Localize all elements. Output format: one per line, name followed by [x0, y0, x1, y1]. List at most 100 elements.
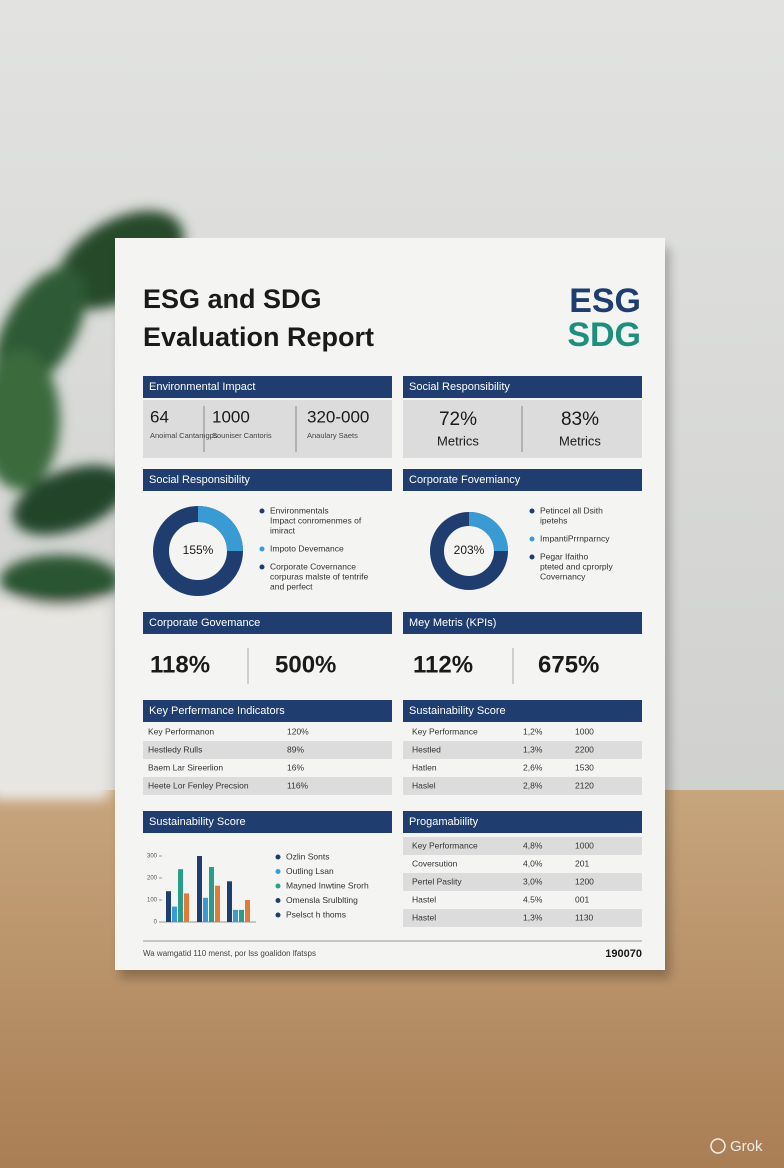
panel-title: Corporate Govemance	[149, 617, 260, 629]
bar	[203, 897, 208, 922]
table-cell: Key Performanon	[148, 726, 214, 736]
table-cell: Coversution	[412, 858, 458, 868]
panel-header	[143, 700, 392, 722]
table-cell: 1130	[575, 912, 594, 922]
panel-header	[403, 612, 642, 634]
bar	[239, 909, 244, 922]
panel-header	[143, 612, 392, 634]
table-cell: Key Performance	[412, 840, 478, 850]
y-tick-label: 0	[154, 920, 158, 926]
table-cell: Hestled	[412, 744, 441, 754]
stat-value: 64	[150, 407, 169, 426]
table-cell: 2120	[575, 780, 594, 790]
panel-title: Social Responsibility	[149, 474, 250, 486]
bar	[184, 893, 189, 922]
panel-title: Sustainability Score	[149, 816, 246, 828]
stat-value: 1000	[212, 407, 250, 426]
report-title: ESG and SDG	[143, 284, 322, 314]
table-cell: 89%	[287, 744, 304, 754]
bar	[245, 900, 250, 922]
table-cell: 201	[575, 858, 589, 868]
legend-text: ipetehs	[540, 515, 567, 525]
plant	[0, 210, 184, 800]
table-row	[403, 723, 642, 741]
panel-header	[403, 469, 642, 491]
table-cell: 1,3%	[523, 744, 543, 754]
y-tick-label: 300	[147, 854, 158, 860]
table-cell: 1530	[575, 762, 594, 772]
stat-label: Anoimal Cantamgps	[150, 431, 218, 440]
legend-bullet	[259, 508, 265, 514]
table-row	[143, 777, 392, 795]
table-cell: 1200	[575, 876, 594, 886]
legend-text: Pegar Ifaitho	[540, 551, 588, 561]
table-row	[403, 891, 642, 909]
bar	[233, 909, 238, 922]
legend-text: Environmentals	[270, 505, 329, 515]
stat-value: 72%	[439, 409, 477, 430]
table-row	[143, 741, 392, 759]
legend-bullet	[275, 869, 281, 874]
bar	[197, 856, 202, 922]
big-stat: 500%	[275, 651, 336, 678]
table-cell: 2,8%	[523, 780, 543, 790]
table-cell: 4.5%	[523, 894, 543, 904]
table-row	[403, 759, 642, 777]
legend-text: pteted and cprorply	[540, 561, 614, 571]
big-stat: 112%	[413, 651, 473, 678]
table-row	[403, 909, 642, 927]
legend-bullet	[275, 883, 281, 889]
panel-header	[143, 376, 392, 398]
table-row	[143, 759, 392, 777]
table-row	[403, 741, 642, 759]
panel-title: Social Responsibility	[409, 381, 510, 393]
report-title: Evaluation Report	[143, 322, 374, 352]
panel-title: Sustainability Score	[409, 705, 506, 717]
panel-title: Key Perfermance Indicators	[149, 705, 285, 717]
logo: ESG	[569, 282, 641, 320]
donut-center: 155%	[183, 543, 214, 557]
bar	[172, 906, 177, 922]
panel-header	[143, 811, 392, 833]
panel-title: Corporate Fovemiancy	[409, 474, 521, 486]
legend-bullet	[529, 554, 535, 560]
legend-text: Pselsct h thoms	[286, 909, 346, 919]
bar	[209, 867, 214, 922]
stat-label: Metrics	[559, 433, 601, 448]
table-row	[403, 837, 642, 855]
table-cell: 16%	[287, 762, 304, 772]
legend-text: Ozlin Sonts	[286, 851, 329, 861]
legend-bullet	[529, 536, 535, 542]
table-cell: Key Performance	[412, 726, 478, 736]
y-tick-label: 100	[147, 898, 158, 904]
table-cell: 4,0%	[523, 858, 543, 868]
bar	[178, 869, 183, 922]
table-cell: 1000	[575, 726, 594, 736]
table-cell: 2200	[575, 744, 594, 754]
table-row	[143, 723, 392, 741]
bar	[215, 885, 220, 922]
big-stat: 675%	[538, 651, 599, 678]
stat-value: 83%	[561, 409, 599, 430]
bar	[227, 881, 232, 922]
footer-code: 190070	[605, 948, 642, 960]
table-cell: Hastel	[412, 912, 436, 922]
stat-label: Metrics	[437, 433, 479, 448]
table-cell: Haslel	[412, 780, 436, 790]
stat-label: Souniser Cantoris	[212, 431, 272, 440]
legend-text: Impoto Devemance	[270, 543, 344, 553]
panel-header	[143, 469, 392, 491]
panel-title: Environmental Impact	[149, 381, 255, 393]
table-cell: 4,8%	[523, 840, 543, 850]
stat-label: Anaulary Saets	[307, 431, 358, 440]
table-cell: 1,3%	[523, 912, 543, 922]
table-cell: Hatlen	[412, 762, 437, 772]
legend-text: Corporate Covernance	[270, 561, 356, 571]
legend-text: Petincel all Dsith	[540, 505, 603, 515]
table-cell: 116%	[287, 780, 309, 790]
donut-center: 203%	[454, 543, 485, 557]
legend-text: Omensla Srulblting	[286, 895, 358, 905]
legend-text: Mayned Inwtine Srorh	[286, 880, 369, 890]
